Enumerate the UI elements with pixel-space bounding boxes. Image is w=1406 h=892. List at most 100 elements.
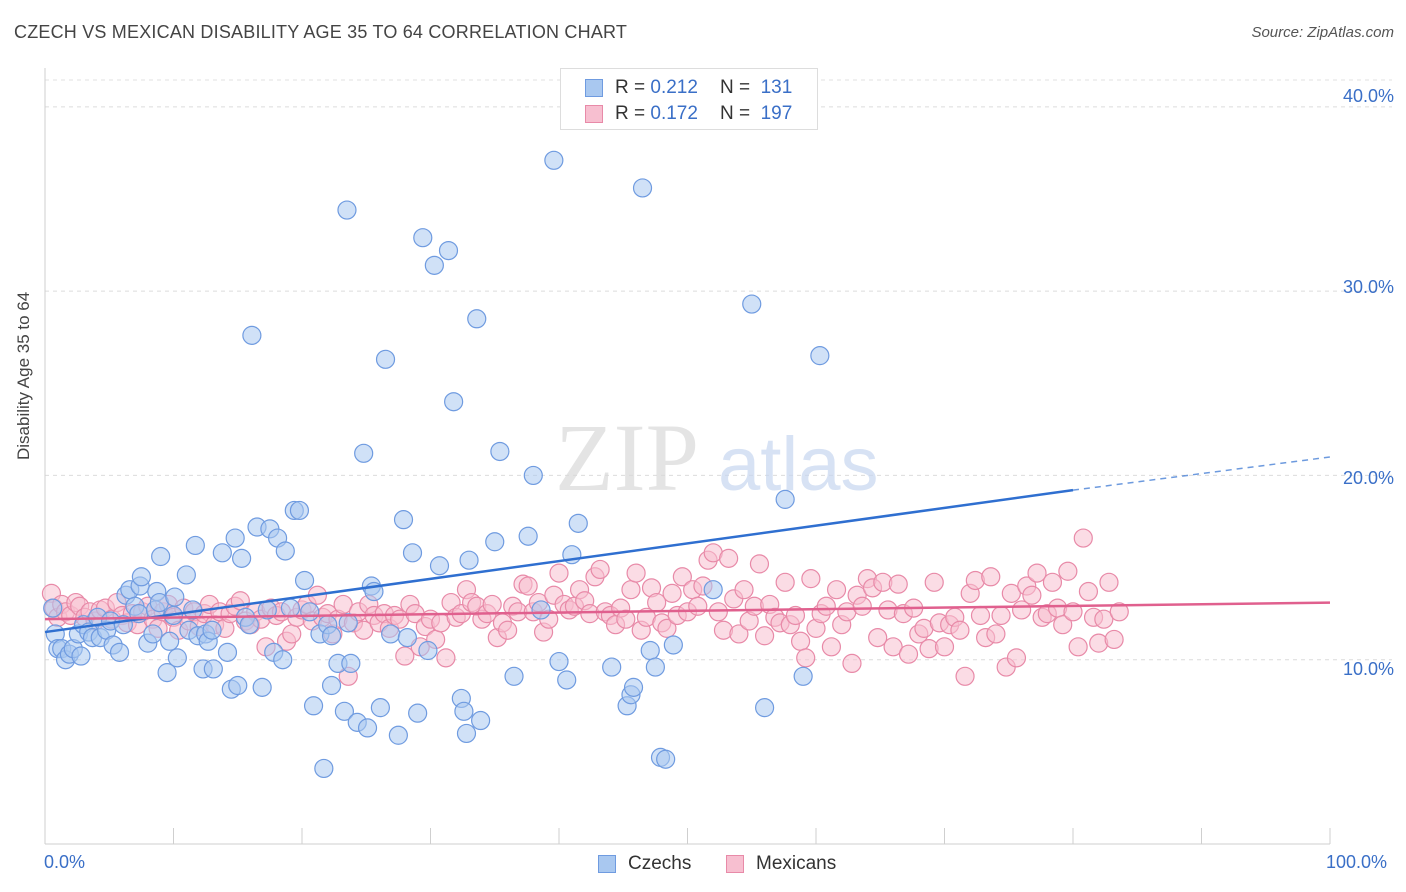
r-label: R =: [615, 77, 646, 98]
mexicans-point: [826, 580, 847, 600]
czechs-point: [531, 600, 551, 620]
czechs-point: [742, 294, 762, 314]
mexicans-swatch: [585, 105, 603, 123]
r-label: R =: [615, 103, 646, 124]
mexicans-point: [785, 605, 806, 626]
czechs-point: [228, 675, 248, 696]
czechs-point: [623, 677, 644, 697]
mexicans-point: [1042, 572, 1063, 592]
mexicans-point: [1001, 583, 1021, 603]
czechs-point: [557, 670, 577, 690]
mexicans-point: [970, 605, 991, 626]
y-tick-30: 30.0%: [1342, 277, 1394, 297]
mexicans-point: [616, 609, 636, 629]
czechs-point: [454, 701, 474, 721]
czechs-point: [357, 718, 378, 738]
czechs-point: [793, 666, 813, 686]
czechs-point: [151, 546, 171, 567]
mexicans-point: [816, 596, 836, 616]
czechs-point: [393, 510, 414, 530]
mexicans-point: [821, 637, 842, 657]
czechs-point: [381, 624, 401, 644]
mexicans-point: [934, 637, 955, 657]
mexicans-point: [852, 596, 872, 616]
bottom-legend-czechs: Czechs: [598, 852, 691, 876]
czechs-point: [232, 548, 252, 568]
czechs-point: [203, 659, 223, 679]
czechs-point: [602, 657, 622, 677]
czechs-point: [504, 666, 524, 686]
mexicans-point: [719, 548, 739, 568]
watermark-atlas: atlas: [718, 422, 879, 507]
czechs-point: [273, 650, 293, 670]
czechs-point: [212, 543, 232, 563]
czechs-point: [185, 535, 205, 556]
czechs-point: [354, 443, 374, 463]
czechs-point: [703, 580, 723, 600]
watermark-zip: ZIP: [555, 404, 699, 511]
czechs-point: [429, 556, 450, 576]
source-label: Source: ZipAtlas.com: [1251, 24, 1394, 41]
czechs-point: [338, 613, 358, 633]
mexicans-point: [1104, 629, 1124, 650]
czechs-point: [294, 570, 315, 591]
mexicans-point: [749, 554, 770, 574]
czechs-point: [775, 489, 795, 509]
y-tick-10: 10.0%: [1342, 659, 1394, 679]
mexicans-point: [950, 620, 970, 640]
n-value-mexicans: 197: [760, 103, 793, 124]
czechs-point: [334, 701, 355, 721]
czechs-point: [157, 663, 177, 683]
chart-title: CZECH VS MEXICAN DISABILITY AGE 35 TO 64…: [14, 22, 628, 42]
mexicans-point: [754, 626, 775, 646]
mexicans-point: [1078, 581, 1099, 602]
mexicans-point: [1063, 602, 1083, 622]
mexicans-point: [1099, 572, 1119, 592]
mexicans-point: [1027, 563, 1047, 583]
mexicans-point: [1006, 648, 1027, 668]
mexicans-point: [482, 594, 502, 615]
mexicans-point: [1073, 528, 1093, 548]
czechs-point: [397, 627, 417, 648]
czechs-point: [314, 758, 334, 779]
czechs-point: [408, 703, 428, 723]
czechs-legend-swatch: [598, 855, 616, 873]
mexicans-point: [657, 618, 677, 638]
mexicans-point: [688, 596, 708, 616]
mexicans-point: [991, 605, 1011, 626]
czechs-trend-line: [44, 488, 1074, 634]
czechs-point: [202, 620, 222, 640]
czechs-point: [303, 696, 324, 716]
czechs-point: [402, 543, 423, 563]
czechs-point: [160, 631, 180, 651]
mexicans-point: [924, 572, 944, 592]
czechs-point: [418, 640, 438, 661]
x-tick-100: 100.0%: [1326, 852, 1388, 872]
bottom-legend-mexicans: Mexicans: [726, 852, 836, 876]
mexicans-point: [354, 620, 374, 640]
czechs-swatch: [585, 79, 603, 97]
r-value-mexicans: 0.172: [650, 103, 698, 124]
n-label: N =: [719, 77, 751, 98]
x-tick-0: 0.0%: [44, 852, 86, 872]
mexicans-point: [790, 631, 811, 651]
czechs-point: [280, 598, 301, 618]
mexicans-point: [333, 594, 353, 615]
czechs-point: [438, 241, 459, 261]
czechs-point: [321, 675, 342, 696]
czechs-point: [663, 635, 683, 655]
czechs-point: [424, 255, 444, 275]
czechs-point: [289, 500, 310, 521]
mexicans-point: [801, 569, 821, 589]
czechs-point: [300, 602, 320, 622]
mexicans-point: [662, 583, 682, 603]
czechs-point: [239, 615, 259, 635]
correlation-legend: R = 0.212 N = 131 R = 0.172 N = 197: [560, 68, 818, 130]
czechs-point: [444, 392, 464, 412]
n-value-czechs: 131: [760, 77, 793, 98]
czechs-point: [810, 346, 830, 366]
mexicans-point: [986, 624, 1006, 644]
mexicans-point: [1058, 561, 1078, 581]
mexicans-point: [796, 648, 816, 668]
